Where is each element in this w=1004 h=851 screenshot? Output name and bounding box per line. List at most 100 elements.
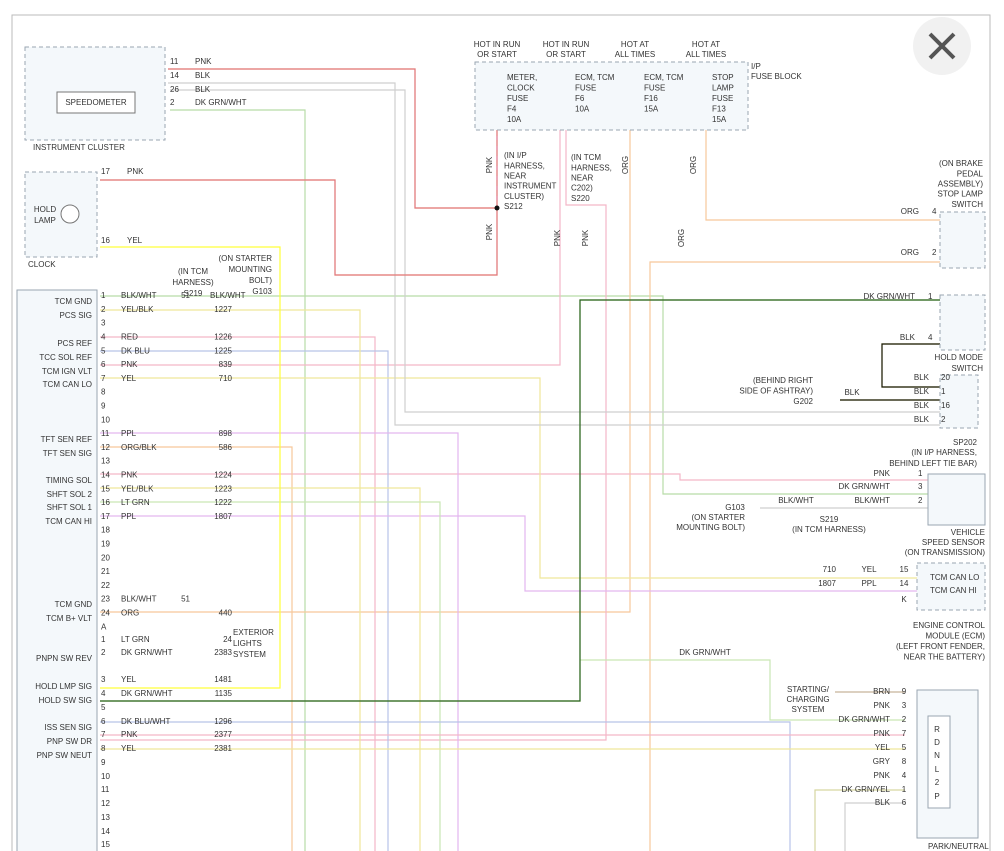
speedometer-box — [56, 91, 136, 114]
label: NEAR THE BATTERY) — [904, 653, 986, 662]
label: 19 — [101, 540, 110, 549]
label: 13 — [101, 457, 110, 466]
label: F6 — [575, 94, 585, 103]
label: HOT IN RUN — [474, 40, 521, 49]
label: A — [101, 622, 107, 631]
label: D — [934, 738, 940, 747]
label: BLK/WHT — [210, 291, 246, 300]
label: PNK — [127, 167, 144, 176]
label: SPEEDOMETER — [65, 98, 127, 107]
label: 1227 — [214, 305, 232, 314]
label: ECM, TCM — [575, 73, 615, 82]
label: LIGHTS — [233, 639, 262, 648]
label: 24 — [101, 609, 110, 618]
label: 2 — [932, 248, 937, 257]
label: 8 — [101, 388, 106, 397]
label: TIMING SOL — [46, 476, 93, 485]
label: (IN TCM — [178, 267, 208, 276]
label: BEHIND LEFT TIE BAR) — [889, 459, 977, 468]
label: BLK/WHT — [778, 496, 814, 505]
label: 1224 — [214, 471, 232, 480]
stop-lamp-switch-box — [939, 211, 986, 269]
label: FUSE BLOCK — [751, 72, 802, 81]
label: 14 — [101, 471, 110, 480]
label: TCM GND — [55, 600, 93, 609]
label: 14 — [101, 827, 110, 836]
label: OR START — [546, 50, 586, 59]
label: 2 — [902, 715, 907, 724]
close-button[interactable] — [913, 17, 971, 75]
label: HOLD LMP SIG — [35, 682, 92, 691]
label: 51 — [181, 595, 190, 604]
label: 1296 — [214, 717, 232, 726]
label: ORG — [901, 207, 919, 216]
label: SHFT SOL 2 — [47, 490, 93, 499]
label: FUSE — [575, 84, 596, 93]
label: 12 — [101, 799, 110, 808]
label: 15A — [644, 105, 659, 114]
label: NEAR — [571, 174, 593, 183]
label: 1 — [101, 635, 106, 644]
label: DK GRN/YEL — [842, 785, 891, 794]
lamp-symbol — [60, 204, 80, 224]
label: 2 — [101, 648, 106, 657]
label: 9 — [101, 402, 106, 411]
label: HARNESS) — [172, 278, 214, 287]
label: TCM CAN HI — [45, 517, 92, 526]
label: I/P — [751, 62, 761, 71]
label: ORG — [621, 156, 630, 174]
label: S219 — [184, 289, 203, 298]
label: G103 — [725, 503, 745, 512]
label: (IN TCM HARNESS) — [792, 525, 866, 534]
label: MODULE (ECM) — [925, 632, 985, 641]
label: 2381 — [214, 744, 232, 753]
label: SWITCH — [951, 364, 983, 373]
label: INSTRUMENT — [504, 182, 557, 191]
label: METER, — [507, 73, 537, 82]
label: TCM GND — [55, 297, 93, 306]
label: ORG/BLK — [121, 443, 157, 452]
label: BLK — [900, 333, 916, 342]
label: 4 — [101, 333, 106, 342]
label: TCM CAN HI — [930, 586, 977, 595]
label: 898 — [219, 429, 233, 438]
label: PNK — [121, 471, 138, 480]
label: BRN — [873, 687, 890, 696]
label: 2377 — [214, 730, 232, 739]
label: 8 — [101, 744, 106, 753]
label: 2 — [918, 496, 923, 505]
label: DK GRN/WHT — [121, 689, 173, 698]
vss-box — [927, 473, 986, 526]
label: YEL — [121, 744, 137, 753]
label: 16 — [101, 498, 110, 507]
label: 710 — [823, 565, 837, 574]
label: INSTRUMENT CLUSTER — [33, 143, 125, 152]
label: 1807 — [818, 579, 836, 588]
label: HOT AT — [621, 40, 649, 49]
label: 2 — [101, 305, 106, 314]
label: BLK/WHT — [854, 496, 890, 505]
label: PNPN SW REV — [36, 654, 93, 663]
label: HARNESS, — [504, 161, 545, 170]
label: PCS SIG — [60, 311, 92, 320]
label: SPEED SENSOR — [922, 538, 985, 547]
label: YEL/BLK — [121, 484, 154, 493]
label: PNK — [121, 730, 138, 739]
label: 18 — [101, 526, 110, 535]
label: YEL — [861, 565, 877, 574]
label: YEL — [127, 236, 143, 245]
label: 1 — [928, 292, 933, 301]
label: TCM B+ VLT — [46, 614, 92, 623]
label: 1481 — [214, 675, 232, 684]
label: 20 — [941, 373, 950, 382]
label: DK GRN/WHT — [679, 648, 731, 657]
close-icon[interactable] — [928, 32, 956, 60]
label: ECM, TCM — [644, 73, 684, 82]
label: YEL — [121, 374, 137, 383]
label: CLUSTER) — [504, 192, 544, 201]
label: HOT IN RUN — [543, 40, 590, 49]
label: 4 — [902, 771, 907, 780]
components — [16, 46, 986, 851]
label: BLK — [195, 85, 211, 94]
label: ASSEMBLY) — [938, 180, 984, 189]
